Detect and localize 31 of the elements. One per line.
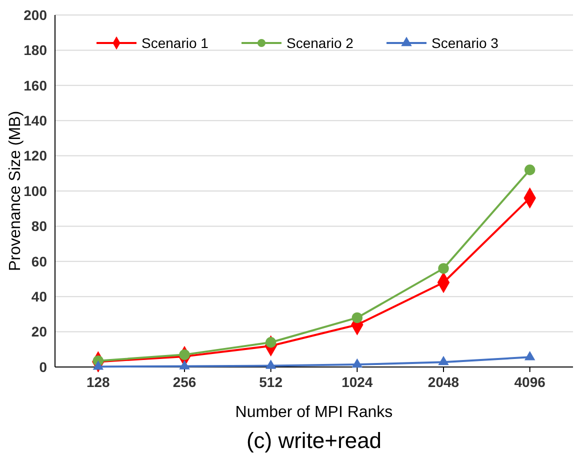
y-axis-title: Provenance Size (MB)	[7, 110, 24, 272]
legend-label: Scenario 2	[286, 34, 354, 51]
y-tick-label: 140	[24, 112, 48, 128]
point	[352, 358, 363, 368]
x-tick-label: 2048	[428, 374, 460, 390]
point	[265, 360, 276, 369]
y-tick-label: 60	[31, 253, 48, 270]
point	[438, 356, 449, 366]
x-axis-title: Number of MPI Ranks	[235, 404, 393, 421]
point	[438, 263, 449, 274]
y-tick-label: 0	[39, 358, 48, 375]
x-tick-label: 256	[172, 374, 196, 390]
text: (c) write+read	[246, 428, 382, 453]
x-tick-label: 4096	[514, 374, 546, 390]
y-tick-label: 20	[31, 324, 48, 340]
y-tick-label: 40	[31, 288, 48, 304]
y-tick-label: 120	[24, 148, 48, 164]
point	[524, 164, 536, 176]
y-tick-label: 100	[24, 182, 48, 199]
legend-label: Scenario 1	[142, 34, 209, 51]
y-tick-label: 200	[24, 6, 48, 23]
y-tick-label: 80	[31, 218, 48, 234]
y-tick-label: 180	[24, 42, 48, 58]
x-tick-label: 1024	[342, 374, 373, 390]
y-tick-label: 160	[24, 77, 48, 94]
legend-label: Scenario 3	[432, 34, 499, 51]
point	[524, 350, 536, 360]
x-tick-label: 128	[86, 374, 110, 390]
point	[179, 360, 190, 370]
x-tick-label: 512	[259, 374, 283, 390]
point	[352, 312, 363, 324]
